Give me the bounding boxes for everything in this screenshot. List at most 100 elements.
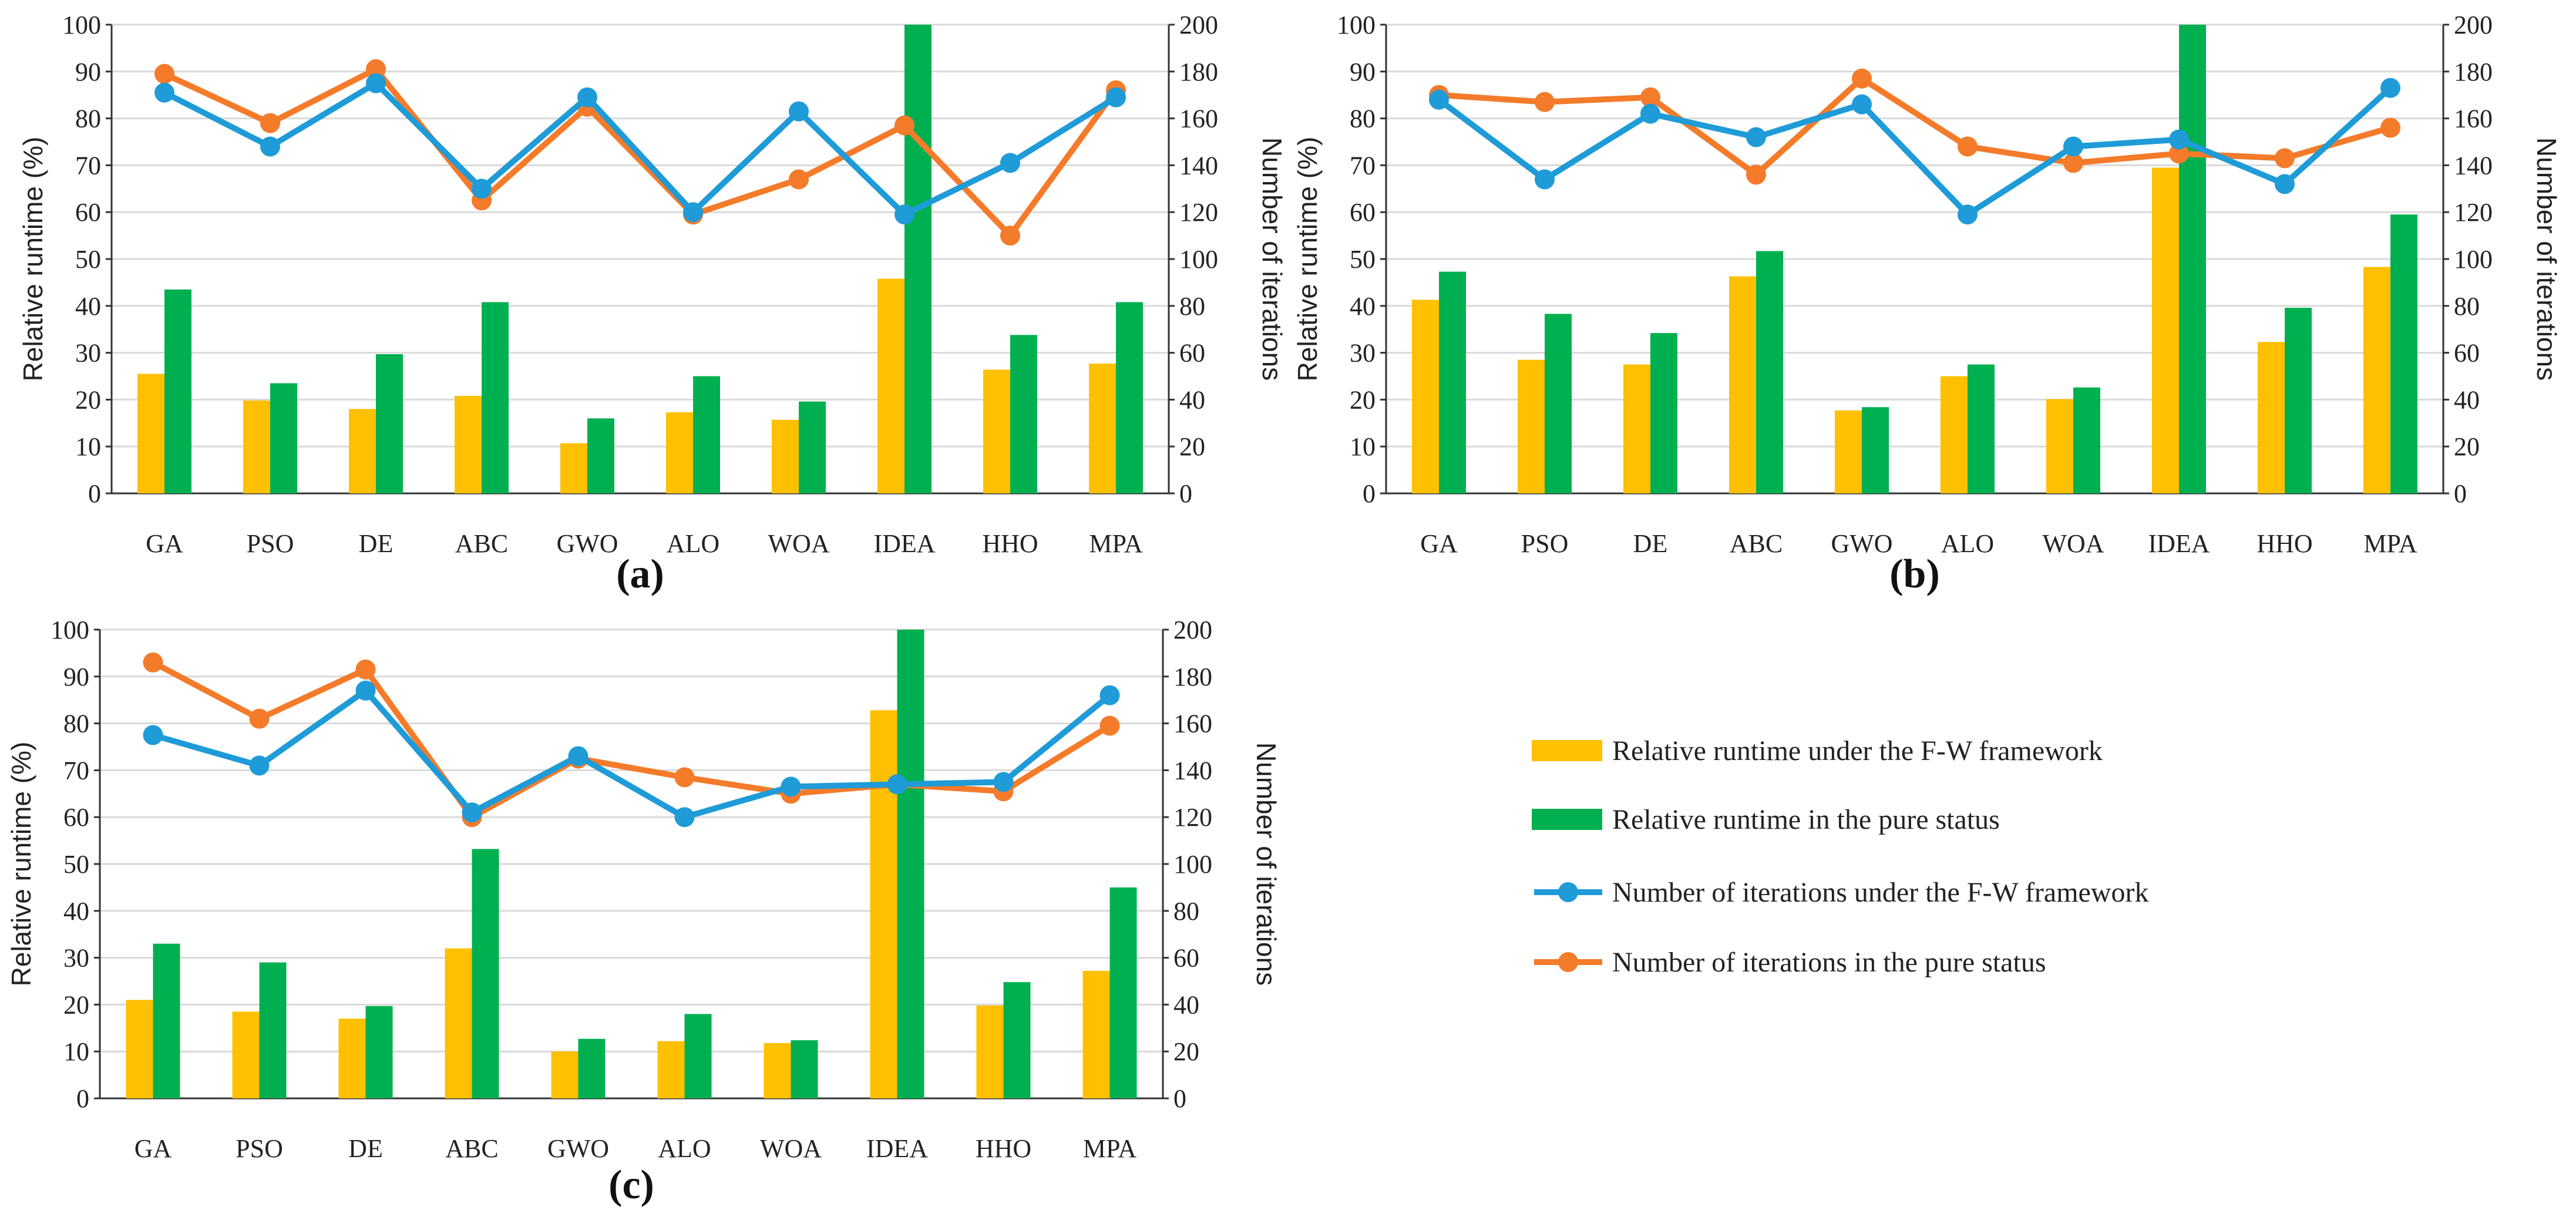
bar bbox=[2258, 342, 2285, 493]
y-tick-label: 70 bbox=[75, 151, 101, 180]
y-tick-label: 20 bbox=[63, 990, 89, 1019]
bar bbox=[2152, 167, 2179, 493]
data-point bbox=[1535, 92, 1555, 112]
data-point bbox=[781, 776, 801, 797]
data-point bbox=[355, 659, 376, 680]
data-point bbox=[674, 807, 695, 828]
legend-item: Number of iterations in the pure status bbox=[1534, 947, 2046, 978]
bar bbox=[472, 849, 499, 1098]
data-point bbox=[674, 767, 695, 788]
data-point bbox=[1000, 226, 1020, 246]
bar bbox=[657, 1041, 685, 1098]
x-tick-label: IDEA bbox=[2148, 529, 2210, 558]
y-tick-label: 50 bbox=[1350, 245, 1376, 274]
legend: Relative runtime under the F-W framework… bbox=[1532, 735, 2149, 978]
x-tick-label: ALO bbox=[658, 1134, 711, 1163]
x-tick-label: GWO bbox=[1831, 529, 1892, 558]
bar bbox=[1862, 407, 1889, 493]
data-point bbox=[143, 725, 163, 745]
y2-tick-label: 80 bbox=[1173, 897, 1199, 926]
bar bbox=[2363, 267, 2390, 493]
panel-tag: (b) bbox=[1889, 552, 1940, 597]
data-point bbox=[2275, 148, 2295, 169]
data-point bbox=[1958, 136, 1978, 157]
data-point bbox=[683, 202, 703, 223]
bar bbox=[772, 419, 799, 493]
data-point bbox=[1852, 94, 1872, 115]
y-tick-label: 90 bbox=[1350, 58, 1376, 86]
bar bbox=[2179, 25, 2206, 493]
bar bbox=[684, 1014, 712, 1098]
data-point bbox=[355, 680, 376, 701]
legend-label: Relative runtime under the F-W framework bbox=[1612, 735, 2103, 766]
x-tick-label: PSO bbox=[247, 529, 294, 558]
bar bbox=[560, 443, 587, 493]
y2-tick-label: 60 bbox=[2454, 339, 2480, 368]
chart-panel: 0 10 20 30 40 50 60 70 80 90 100 0 20 40 60 80 100 120 140… bbox=[1292, 11, 2562, 597]
y2-tick-label: 100 bbox=[1179, 245, 1218, 274]
x-tick-label: ABC bbox=[445, 1134, 498, 1163]
y-tick-label: 100 bbox=[62, 11, 101, 39]
chart-panel: 0 10 20 30 40 50 60 70 80 90 100 0 20 40 60 80 100 120 140… bbox=[6, 616, 1282, 1208]
bar bbox=[666, 412, 693, 493]
legend-swatch bbox=[1532, 809, 1602, 830]
bar bbox=[1545, 314, 1572, 493]
y2-tick-label: 100 bbox=[2454, 245, 2493, 274]
data-point bbox=[577, 87, 597, 107]
x-tick-label: ABC bbox=[1730, 529, 1783, 558]
data-point bbox=[993, 772, 1014, 792]
bar bbox=[482, 302, 509, 493]
x-tick-label: IDEA bbox=[866, 1134, 928, 1163]
x-tick-label: WOA bbox=[2042, 529, 2104, 558]
x-tick-label: IDEA bbox=[873, 529, 935, 558]
bar bbox=[1650, 333, 1677, 493]
series-line bbox=[1437, 86, 2393, 218]
bar bbox=[1116, 302, 1143, 493]
y-tick-label: 10 bbox=[1350, 432, 1376, 461]
series-line bbox=[163, 66, 1119, 239]
legend-swatch-marker bbox=[1558, 952, 1578, 972]
data-point bbox=[2169, 129, 2189, 150]
y-tick-label: 0 bbox=[88, 479, 101, 508]
data-point bbox=[887, 774, 907, 795]
bar bbox=[259, 962, 287, 1098]
data-point bbox=[789, 101, 809, 122]
data-point bbox=[154, 63, 174, 84]
y-tick-label: 80 bbox=[75, 105, 101, 133]
y2-tick-label: 200 bbox=[1173, 616, 1212, 644]
bar bbox=[1010, 335, 1037, 493]
bar bbox=[764, 1043, 791, 1098]
data-point bbox=[789, 169, 809, 190]
y-tick-label: 40 bbox=[63, 897, 89, 926]
bar bbox=[232, 1011, 260, 1098]
x-tick-label: DE bbox=[359, 529, 394, 558]
bar bbox=[164, 289, 191, 493]
bar bbox=[897, 630, 924, 1098]
bar bbox=[2390, 214, 2417, 493]
bar bbox=[983, 369, 1010, 493]
x-tick-label: GA bbox=[1420, 529, 1458, 558]
legend-swatch bbox=[1532, 740, 1602, 761]
bar bbox=[976, 1005, 1004, 1098]
x-tick-label: WOA bbox=[768, 529, 829, 558]
y2-tick-label: 120 bbox=[1179, 198, 1218, 227]
x-tick-label: PSO bbox=[1521, 529, 1569, 558]
y2-tick-label: 140 bbox=[1179, 151, 1218, 180]
data-point bbox=[1000, 153, 1020, 173]
data-point bbox=[894, 204, 914, 225]
x-tick-label: GA bbox=[146, 529, 183, 558]
bar bbox=[1082, 970, 1110, 1098]
chart-panel: 0 10 20 30 40 50 60 70 80 90 100 0 20 40 60 80 100 120 140… bbox=[18, 11, 1287, 597]
data-point bbox=[260, 113, 280, 133]
series-line bbox=[1438, 75, 2392, 178]
y2-tick-label: 20 bbox=[1179, 432, 1205, 461]
data-point bbox=[472, 179, 492, 199]
data-point bbox=[2380, 117, 2400, 138]
y2-tick-label: 40 bbox=[1179, 385, 1205, 414]
panel-tag: (c) bbox=[608, 1162, 654, 1208]
y-tick-label: 40 bbox=[75, 292, 101, 321]
data-point bbox=[894, 115, 914, 136]
legend-label: Relative runtime in the pure status bbox=[1612, 804, 2000, 835]
y2-tick-label: 0 bbox=[2454, 479, 2467, 508]
y-axis-title: Relative runtime (%) bbox=[18, 137, 48, 382]
